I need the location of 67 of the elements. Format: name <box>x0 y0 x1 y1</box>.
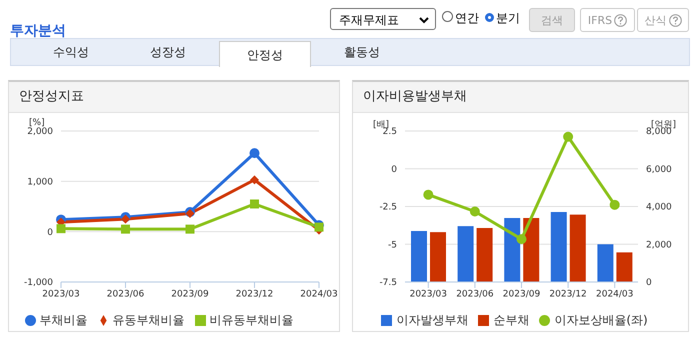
point <box>423 190 434 200</box>
point <box>56 224 66 234</box>
y2-tick-label: 2,000 <box>646 240 672 250</box>
text: 성장성 <box>149 44 187 61</box>
x-tick-label: 2023/12 <box>236 289 274 300</box>
y-tick-label: -2.5 <box>379 202 397 213</box>
bar <box>523 218 540 282</box>
legend-label: 이자보상배율(좌) <box>554 313 648 327</box>
text: 분기 <box>496 11 520 25</box>
point <box>516 234 526 244</box>
legend-label: 비유동부채비율 <box>210 313 294 327</box>
y2-tick-label: 6,000 <box>646 164 672 175</box>
y-tick-label: 1,000 <box>27 178 54 188</box>
text: 산식 <box>637 8 689 32</box>
point <box>314 222 324 232</box>
point <box>186 224 194 234</box>
bar <box>476 228 493 282</box>
text: 활동성 <box>343 44 381 61</box>
point <box>610 200 620 210</box>
point <box>563 132 574 142</box>
text: 연간 <box>455 11 479 25</box>
y-tick-label: 2,000 <box>27 127 54 138</box>
x-tick-label: 2023/03 <box>410 289 447 300</box>
x-tick-label: 2023/03 <box>42 289 80 300</box>
x-tick-label: 2023/09 <box>502 289 540 300</box>
text: 주재무제표 <box>330 8 436 30</box>
text: 투자분석 <box>10 22 66 40</box>
x-tick-label: 2023/06 <box>106 289 144 300</box>
y-tick-label: -7.5 <box>379 278 397 288</box>
x-tick-label: 2023/09 <box>171 289 209 300</box>
legend-label: 이자발생부채 <box>396 313 468 327</box>
bar <box>430 232 446 282</box>
bar <box>597 244 614 282</box>
bar <box>504 218 520 282</box>
legend-label: 순부채 <box>493 313 530 327</box>
point <box>250 175 259 184</box>
y-tick-label: 0 <box>391 164 398 175</box>
text: IFRS <box>580 8 635 32</box>
point <box>250 148 260 158</box>
y-axis-title: [%] <box>29 118 45 128</box>
legend-label: 유동부채비율 <box>112 313 184 327</box>
y2-tick-label: 8,000 <box>646 127 672 138</box>
bar <box>570 214 586 282</box>
legend-label: 부채비율 <box>40 313 88 327</box>
y2-tick-label: 4,000 <box>646 202 672 213</box>
text: 안정성 <box>219 41 311 67</box>
text: 검색 <box>529 8 575 32</box>
point <box>470 206 480 216</box>
point <box>121 214 130 224</box>
y-tick-label: 0 <box>47 228 54 238</box>
x-tick-label: 2023/12 <box>549 289 587 300</box>
x-tick-label: 2024/03 <box>596 289 634 300</box>
bar <box>550 212 567 282</box>
point <box>250 199 259 208</box>
chart-title: 안정성지표 <box>9 82 339 113</box>
x-tick-label: 2024/03 <box>300 289 338 300</box>
y2-tick-label: 0 <box>646 278 652 288</box>
y-tick-label: -5 <box>388 240 397 250</box>
y-tick-label: -1,000 <box>24 278 54 288</box>
bar <box>411 231 427 282</box>
bar <box>458 226 474 282</box>
x-tick-label: 2023/06 <box>456 289 494 300</box>
point <box>121 224 130 234</box>
chart-title: 이자비용발생부채 <box>353 82 688 113</box>
bar <box>616 252 632 282</box>
text: 수익성 <box>52 44 90 61</box>
y-tick-label: 2.5 <box>382 127 397 138</box>
